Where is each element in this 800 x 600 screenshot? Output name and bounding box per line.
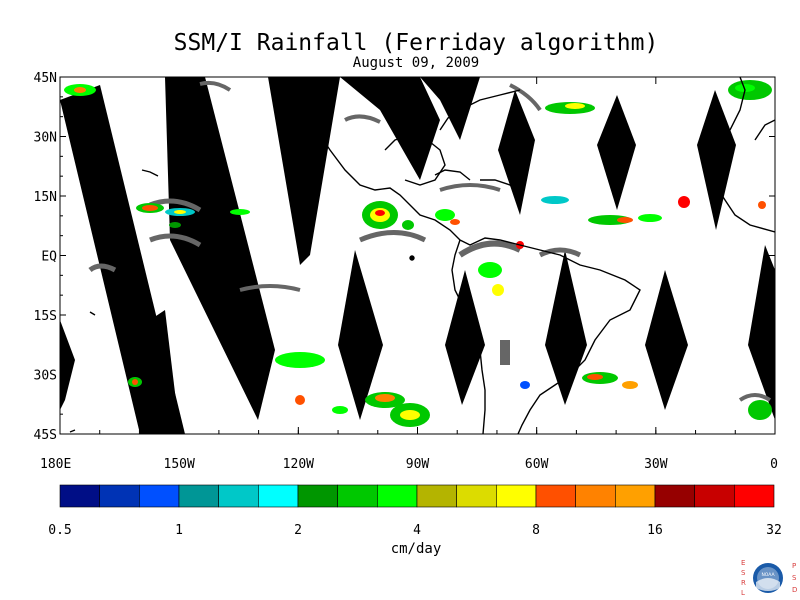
colorbar-swatch [218, 484, 259, 508]
colorbar-swatch [654, 484, 695, 508]
logo-letter: L [741, 589, 745, 597]
lat-label: EQ [41, 250, 57, 265]
colorbar-unit-label: cm/day [390, 541, 442, 557]
no-data-swath [268, 77, 340, 265]
colorbar-tick-label: 1 [175, 523, 183, 538]
lat-label: 30S [34, 369, 57, 384]
colorbar-swatch [456, 484, 497, 508]
map-date: August 09, 2009 [352, 55, 480, 71]
no-data-swath [60, 320, 75, 410]
latitude-axis: 45N 30N 15N EQ 15S 30S 45S [34, 71, 775, 443]
no-data-swath [420, 77, 480, 140]
logo-letter: S [741, 569, 746, 577]
lat-label: 15S [34, 309, 57, 324]
lon-label: 0 [770, 457, 778, 472]
no-data-swath [748, 245, 775, 420]
colorbar-tick-label: 16 [647, 523, 663, 538]
lat-label: 15N [34, 190, 57, 205]
no-data-swath [340, 77, 440, 180]
no-data-swath [545, 250, 587, 405]
colorbar-tick-label: 4 [413, 523, 421, 538]
colorbar-swatch [337, 484, 378, 508]
colorbar-tick-label: 8 [532, 523, 540, 538]
no-data-swath [645, 270, 688, 410]
logo-letter: D [792, 586, 797, 594]
lat-label: 45S [34, 428, 57, 443]
no-data-swath-layer [60, 77, 775, 434]
logo-letter: S [792, 574, 797, 582]
colorbar-swatch [139, 484, 180, 508]
no-data-swath [338, 250, 383, 420]
no-data-swath [135, 310, 180, 434]
rain-patches-layer [64, 80, 772, 427]
no-data-swath [597, 95, 636, 210]
noaa-text: NOAA [761, 572, 775, 578]
logo-letter: E [741, 559, 745, 567]
colorbar-swatch [575, 484, 616, 508]
colorbar: 0.5 1 2 4 8 16 32 [48, 484, 782, 538]
noaa-esrl-psd-logo: NOAA E S R L P S D [741, 559, 797, 597]
colorbar-swatch [59, 484, 100, 508]
colorbar-swatch [694, 484, 735, 508]
no-data-swath [445, 270, 485, 405]
lon-label: 120W [283, 457, 314, 472]
lon-label: 180E [40, 457, 71, 472]
longitude-axis: 180E 150W 120W 90W 60W 30W 0 [40, 77, 778, 472]
logo-letter: P [792, 562, 796, 570]
colorbar-swatch [615, 484, 656, 508]
colorbar-swatch [297, 484, 338, 508]
colorbar-swatch [535, 484, 576, 508]
lon-label: 150W [164, 457, 195, 472]
no-data-swath [165, 77, 275, 420]
no-data-swath [498, 90, 535, 215]
colorbar-tick-label: 0.5 [48, 523, 71, 538]
no-data-swath [697, 90, 736, 230]
colorbar-tick-label: 32 [766, 523, 782, 538]
lon-label: 90W [406, 457, 430, 472]
lat-label: 30N [34, 131, 57, 146]
logo-letter: R [741, 579, 746, 587]
lat-label: 45N [34, 71, 57, 86]
colorbar-swatch [99, 484, 140, 508]
colorbar-swatch [178, 484, 219, 508]
colorbar-swatch [377, 484, 418, 508]
colorbar-swatch [734, 484, 775, 508]
colorbar-swatch [258, 484, 299, 508]
colorbar-swatch [496, 484, 537, 508]
colorbar-tick-label: 2 [294, 523, 302, 538]
colorbar-swatch [416, 484, 457, 508]
lon-label: 60W [525, 457, 549, 472]
coastline-layer [69, 77, 775, 434]
map-title: SSM/I Rainfall (Ferriday algorithm) [173, 30, 659, 56]
lon-label: 30W [644, 457, 668, 472]
